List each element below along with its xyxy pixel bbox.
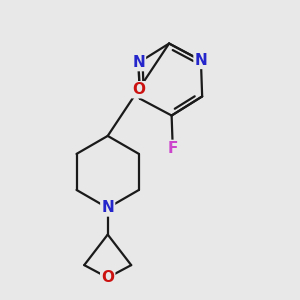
Text: N: N xyxy=(101,200,114,215)
Text: O: O xyxy=(132,82,145,97)
Text: N: N xyxy=(194,53,207,68)
Text: O: O xyxy=(101,270,114,285)
Text: N: N xyxy=(132,55,145,70)
Text: F: F xyxy=(168,141,178,156)
